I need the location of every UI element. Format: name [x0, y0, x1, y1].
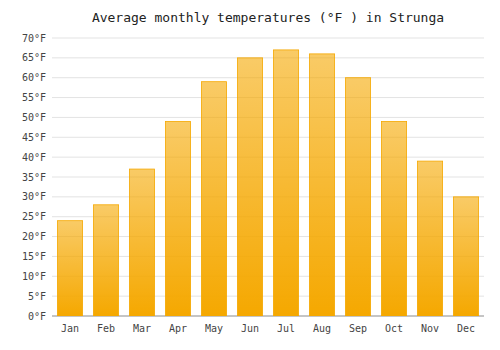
grid-line [52, 97, 484, 98]
y-tick-label: 25°F [22, 211, 46, 222]
y-tick-label: 15°F [22, 251, 46, 262]
grid-line [52, 38, 484, 39]
y-tick-label: 35°F [22, 172, 46, 183]
bar [417, 161, 442, 316]
x-tick-label: May [205, 323, 223, 334]
title: Average monthly temperatures (°F ) in St… [92, 10, 444, 25]
x-tick-label: Jan [61, 323, 79, 334]
chart: Average monthly temperatures (°F ) in St… [0, 0, 500, 350]
chart-container: Average monthly temperatures (°F ) in St… [0, 0, 500, 350]
x-tick-label: Apr [169, 323, 187, 334]
y-tick-label: 70°F [22, 33, 46, 44]
bar [165, 121, 190, 316]
grid-line [52, 57, 484, 58]
x-tick-label: Jun [241, 323, 259, 334]
x-tick-label: Mar [133, 323, 151, 334]
grid-line [52, 137, 484, 138]
y-tick-label: 50°F [22, 112, 46, 123]
x-tick-label: Dec [457, 323, 475, 334]
x-tick-label: Oct [385, 323, 403, 334]
bar [381, 121, 406, 316]
bar [345, 78, 370, 316]
x-tick-label: Sep [349, 323, 367, 334]
x-tick-label: Jul [277, 323, 295, 334]
y-tick-label: 0°F [28, 311, 46, 322]
y-tick-label: 40°F [22, 152, 46, 163]
y-tick-label: 60°F [22, 72, 46, 83]
grid-line [52, 77, 484, 78]
y-tick-label: 30°F [22, 191, 46, 202]
x-tick-label: Feb [97, 323, 115, 334]
grid-line [52, 157, 484, 158]
y-tick-label: 55°F [22, 92, 46, 103]
bar [237, 58, 262, 316]
bar [273, 50, 298, 316]
x-tick-label: Nov [421, 323, 439, 334]
bar [453, 197, 478, 316]
bar [201, 82, 226, 316]
grid [52, 38, 484, 316]
y-tick-label: 5°F [28, 291, 46, 302]
y-tick-label: 65°F [22, 52, 46, 63]
y-tick-label: 10°F [22, 271, 46, 282]
bar [309, 54, 334, 316]
bar [93, 205, 118, 316]
x-tick-label: Aug [313, 323, 331, 334]
bar [57, 221, 82, 316]
bars [57, 50, 478, 316]
grid-line [52, 117, 484, 118]
axes: 0°F 5°F 10°F 15°F 20°F 25°F 30°F 35°F 40°F 45°F 50… [22, 33, 484, 335]
y-tick-label: 45°F [22, 132, 46, 143]
y-tick-label: 20°F [22, 231, 46, 242]
bar [129, 169, 154, 316]
